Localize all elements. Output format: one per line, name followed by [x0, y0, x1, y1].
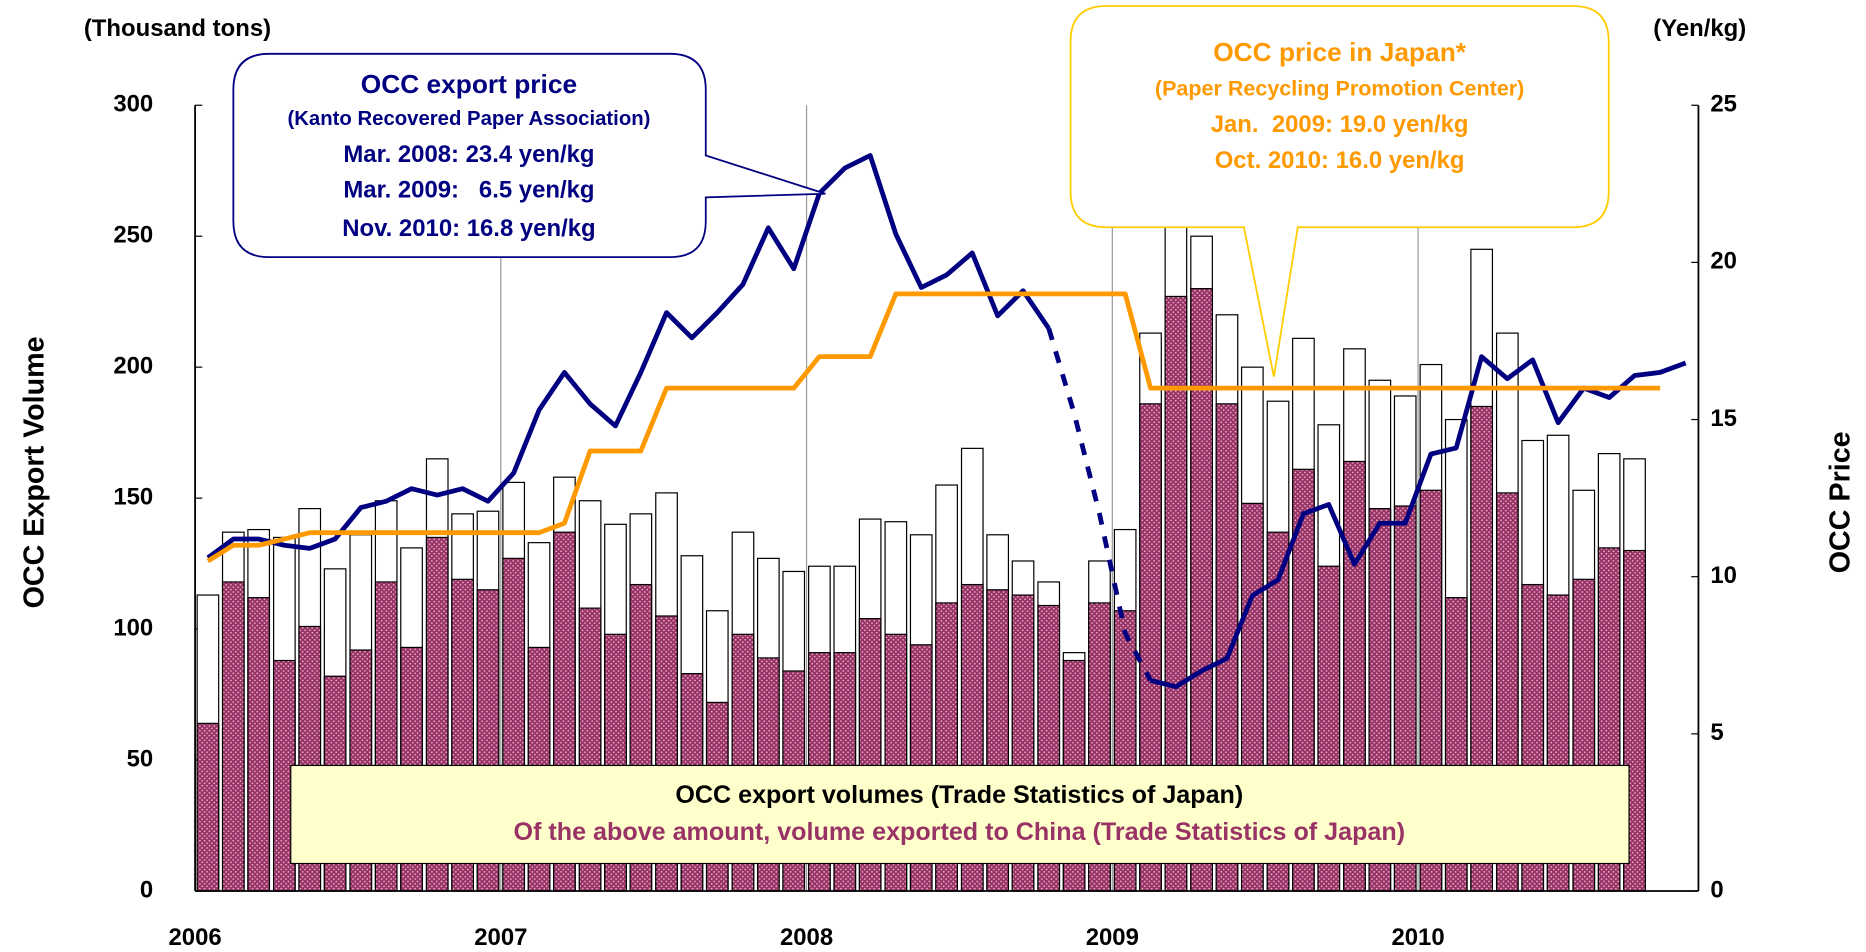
- x-tick-label: 2009: [1086, 924, 1139, 951]
- y-unit: (Thousand tons): [84, 15, 271, 42]
- y-tick-label: 150: [113, 483, 153, 510]
- legend-entry: Of the above amount, volume exported to …: [514, 818, 1406, 846]
- callout-title: OCC export price: [361, 69, 577, 99]
- line: [1046, 327, 1153, 682]
- callout-note: Mar. 2009: 6.5 yen/kg: [343, 177, 594, 204]
- y2-tick-label: 10: [1710, 562, 1737, 589]
- y2-tick-label: 20: [1710, 248, 1737, 275]
- line: [1149, 354, 1687, 690]
- callout-bubble: [232, 52, 826, 259]
- line: [206, 153, 1051, 560]
- callout-note: Mar. 2008: 23.4 yen/kg: [343, 141, 594, 168]
- bar: [221, 581, 245, 892]
- callout-note: Oct. 2010: 16.0 yen/kg: [1215, 147, 1465, 174]
- callout-source: (Paper Recycling Promotion Center): [1155, 76, 1524, 100]
- y-tick-label: 200: [113, 352, 153, 379]
- y-tick-label: 100: [113, 614, 153, 641]
- y-tick-label: 300: [113, 91, 153, 118]
- bar: [196, 722, 220, 892]
- y-tick-label: 0: [140, 876, 153, 903]
- callout-note: Nov. 2010: 16.8 yen/kg: [342, 215, 595, 242]
- legend: OCC export volumes (Trade Statistics of …: [514, 781, 1406, 846]
- bar: [247, 597, 271, 892]
- x-tick-label: 2006: [168, 924, 221, 951]
- x-tick-label: 2007: [474, 924, 527, 951]
- y-axis-title: OCC Export Volume: [19, 336, 51, 608]
- callout-note: Jan. 2009: 19.0 yen/kg: [1211, 111, 1469, 138]
- y2-tick-label: 0: [1710, 876, 1723, 903]
- y2-tick-label: 5: [1710, 719, 1723, 746]
- callout-title: OCC price in Japan*: [1213, 37, 1467, 67]
- legend-entry: OCC export volumes (Trade Statistics of …: [675, 781, 1243, 809]
- y2-tick-label: 25: [1710, 91, 1737, 118]
- callout-bubble: [1069, 5, 1610, 377]
- y-tick-label: 250: [113, 222, 153, 249]
- x-tick-label: 2008: [780, 924, 833, 951]
- y2-tick-label: 15: [1710, 405, 1737, 432]
- x-tick-label: 2010: [1391, 924, 1444, 951]
- legend-box: [290, 764, 1630, 865]
- y-tick-label: 50: [127, 745, 154, 772]
- y2-unit: (Yen/kg): [1653, 15, 1746, 42]
- line: [206, 291, 1661, 564]
- callout-source: (Kanto Recovered Paper Association): [287, 108, 650, 130]
- y2-axis-title: OCC Price: [1825, 431, 1857, 573]
